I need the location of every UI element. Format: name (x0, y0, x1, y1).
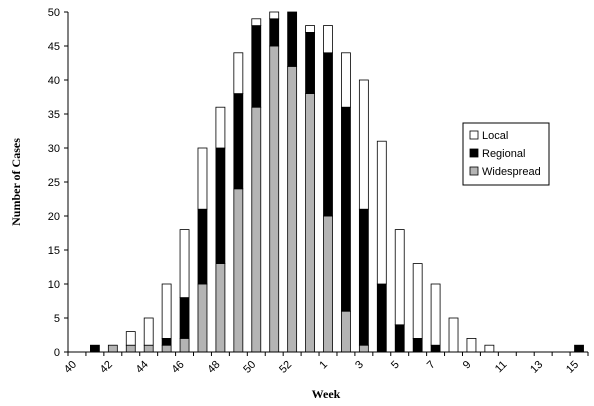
x-axis-title: Week (312, 387, 341, 401)
y-tick-label: 35 (48, 109, 60, 121)
x-axis-ticks: 40 42 44 46 48 50 52 1 3 5 7 9 11 13 15 (62, 352, 589, 376)
y-tick-label: 50 (48, 7, 60, 19)
bar-local-week-3 (358, 79, 369, 210)
bar-local-week-7 (430, 283, 441, 346)
y-axis-title: Number of Cases (9, 138, 23, 226)
bar-widespread-week-1 (323, 215, 333, 353)
bar-local-week-49 (233, 52, 244, 94)
bar-local-week-6 (412, 263, 423, 339)
bar-local-week-1 (323, 25, 333, 54)
x-tick-label: 11 (493, 359, 510, 376)
y-tick-label: 45 (48, 41, 60, 53)
y-tick-label: 0 (54, 347, 60, 359)
bar-local-week-48 (215, 106, 226, 149)
bar-local-week-47 (197, 147, 208, 210)
legend-label-regional: Regional (482, 148, 525, 160)
bar-regional-week-15 (574, 344, 584, 353)
bar-local-week-4 (376, 140, 387, 285)
bar-widespread-week-49 (233, 188, 244, 353)
bar-widespread-week-42 (107, 344, 118, 353)
x-tick-label: 50 (241, 359, 258, 376)
x-tick-label: 40 (62, 359, 79, 376)
bar-regional-week-2 (341, 106, 351, 312)
bar-widespread-week-43 (125, 344, 136, 353)
bar-local-week-46 (179, 229, 190, 299)
bar-widespread-week-52 (287, 66, 298, 353)
bar-regional-week-51 (269, 18, 280, 47)
bar-regional-week-47 (197, 208, 208, 285)
bar-regional-week-49 (233, 93, 244, 190)
x-tick-label: 42 (98, 359, 115, 376)
bar-regional-week-3 (358, 208, 369, 346)
x-tick-label: 52 (277, 359, 294, 376)
bar-local-week-50 (251, 18, 262, 26)
bar-regional-week-52 (287, 11, 298, 67)
bar-widespread-week-51 (269, 45, 280, 353)
y-tick-label: 15 (48, 245, 60, 257)
bar-local-week-53 (305, 25, 315, 33)
x-tick-label: 48 (205, 359, 222, 376)
x-tick-label: 46 (170, 359, 187, 376)
x-tick-label: 7 (425, 359, 438, 372)
x-tick-label: 13 (528, 359, 545, 376)
x-tick-label: 44 (134, 359, 151, 376)
x-tick-label: 9 (461, 359, 474, 372)
legend-swatch-local (469, 130, 479, 140)
y-tick-label: 25 (48, 177, 60, 189)
bar-regional-week-45 (161, 337, 172, 346)
bar-local-week-8 (448, 317, 459, 353)
bar-widespread-week-45 (161, 344, 172, 353)
bar-local-week-2 (341, 52, 351, 108)
bar-local-week-9 (466, 337, 477, 353)
bar-local-week-45 (161, 283, 172, 339)
bar-regional-week-46 (179, 297, 190, 339)
x-tick-label: 1 (317, 359, 330, 372)
bar-regional-week-41 (90, 344, 100, 353)
bar-regional-week-50 (251, 25, 262, 108)
bar-widespread-week-50 (251, 106, 262, 353)
bar-widespread-week-3 (358, 344, 369, 353)
bar-regional-week-6 (412, 337, 423, 353)
bar-widespread-week-48 (215, 263, 226, 353)
bar-regional-week-48 (215, 147, 226, 264)
bar-regional-week-1 (323, 52, 333, 217)
bar-local-week-51 (269, 11, 280, 20)
y-tick-label: 10 (48, 279, 60, 291)
bar-local-week-43 (125, 331, 136, 346)
x-tick-label: 3 (353, 359, 366, 372)
bar-regional-week-5 (394, 324, 405, 353)
x-tick-label: 15 (564, 359, 581, 376)
bar-local-week-44 (143, 317, 154, 346)
legend-swatch-regional (469, 148, 479, 158)
x-tick-label: 5 (389, 359, 402, 372)
bar-local-week-5 (394, 229, 405, 326)
legend-swatch-widespread (469, 166, 479, 176)
legend-label-local: Local (482, 130, 508, 142)
y-tick-label: 20 (48, 211, 60, 223)
legend-label-widespread: Widespread (482, 166, 541, 178)
bar-widespread-week-47 (197, 283, 208, 353)
y-tick-label: 30 (48, 143, 60, 155)
bar-local-week-10 (484, 344, 495, 353)
bar-widespread-week-46 (179, 337, 190, 353)
y-tick-label: 40 (48, 75, 60, 87)
bar-regional-week-4 (376, 283, 387, 353)
bar-widespread-week-44 (143, 344, 154, 353)
legend: Local Regional Widespread (462, 122, 550, 186)
bar-regional-week-7 (430, 344, 441, 353)
bar-widespread-week-53 (305, 93, 315, 353)
y-axis-ticks: 0 5 10 15 20 25 30 35 40 45 50 (48, 7, 68, 359)
y-tick-label: 5 (54, 313, 60, 325)
bars-group (90, 11, 584, 353)
bar-widespread-week-2 (341, 310, 351, 353)
bar-regional-week-53 (305, 32, 315, 95)
